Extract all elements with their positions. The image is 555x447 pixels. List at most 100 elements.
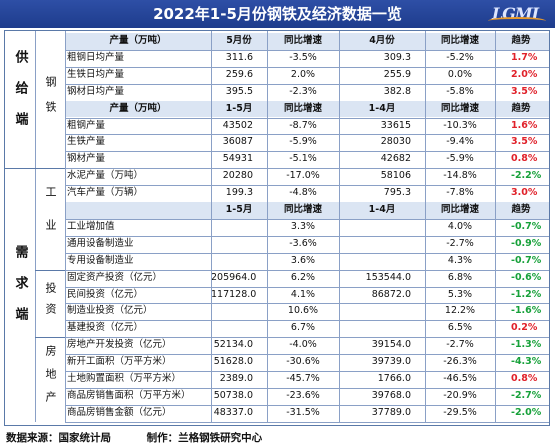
table-cell: -8.7% [289,119,317,131]
table-cell [339,320,425,336]
table-cell: -7.8% [446,187,474,199]
table-cell: 20280 [222,170,253,182]
table-cell [211,236,267,252]
row-divider [65,404,549,406]
table-cell: 795.3 [383,187,411,199]
row-divider [65,168,549,170]
footer: 数据来源：国家统计局 制作：兰格钢铁研究中心 [6,430,294,445]
table-cell: 36087 [222,136,253,148]
row-label: 水泥产量（万吨） [67,170,144,182]
table-cell [211,320,267,336]
table-cell: 5.3% [447,288,473,300]
table-cell: -9.4% [446,136,474,148]
row-divider [65,354,549,356]
column-header: 1-5月 [225,102,253,114]
table-cell: -5.1% [289,153,317,165]
table-cell: 6.8% [447,271,473,283]
section-demand-label: 需求端 [12,244,28,338]
table-cell: -26.3% [443,356,477,368]
table-cell: 39739.0 [371,356,411,368]
row-label: 基建投资（亿元） [67,322,144,334]
data-source: 数据来源：国家统计局 [6,432,111,444]
row-divider [65,235,549,237]
column-header: 1-4月 [368,204,396,215]
column-header: 4月份 [369,35,395,46]
column-divider [267,31,268,422]
header-row-bg [65,33,549,50]
row-divider [65,218,549,220]
column-header: 1-4月 [368,102,396,114]
table-cell: 2389.0 [219,373,253,384]
table-cell: -5.2% [446,51,474,63]
table-cell [211,219,267,235]
trend-value: -0.7% [511,254,542,266]
table-cell: -14.8% [443,170,477,182]
table-cell: 39768.0 [371,389,411,401]
table-cell: 259.6 [225,68,253,80]
table-cell: 54931 [222,153,253,165]
table-cell: 51628.0 [213,356,253,368]
table-cell: -30.6% [286,356,320,368]
table-cell: -20.9% [443,389,477,401]
trend-value: 0.2% [511,322,538,334]
table-cell: -10.3% [443,119,477,131]
column-header: 同比增速 [283,102,322,114]
table-cell: -5.9% [446,153,474,165]
table-cell: 4.0% [447,220,473,232]
table-cell: 4.1% [290,288,316,300]
trend-value: -2.0% [511,406,542,418]
column-divider [211,31,212,422]
row-label: 钢材日均产量 [67,85,125,97]
row-divider [65,269,549,271]
table-cell [211,303,267,319]
row-label: 专用设备制造业 [67,254,134,266]
table-cell: 199.3 [225,187,253,199]
table-cell: 0.0% [447,68,473,80]
row-label: 商品房销售面积（万平方米） [67,389,191,401]
table-cell: 4.3% [447,254,473,266]
row-divider [65,387,549,389]
row-label: 钢材产量 [67,153,106,165]
row-divider [65,320,549,322]
row-divider [65,252,549,254]
column-header: 1-5月 [225,204,253,215]
row-label: 生铁产量 [67,136,106,148]
trend-value: -1.6% [511,305,542,317]
table-cell: 2.0% [290,68,316,80]
column-divider [425,31,426,422]
column-header: 同比增速 [440,102,479,114]
row-divider [65,371,549,372]
table-cell: -45.7% [286,373,320,384]
title-banner: 2022年1-5月份钢铁及经济数据一览 LGMI [0,0,555,28]
subgroup-steel-label: 钢铁 [44,75,57,126]
table-cell: -5.9% [289,136,317,148]
column-header: 同比增速 [440,204,479,215]
row-label: 民间投资（亿元） [67,288,144,300]
subgroup-investment-label: 投资 [44,282,57,325]
trend-value: 0.8% [511,153,538,165]
table-cell: -3.5% [289,51,317,63]
row-divider [65,49,549,51]
column-header: 5月份 [226,35,252,46]
table-cell: 58106 [380,170,411,182]
table-cell: -2.7% [446,339,474,351]
row-label: 粗钢产量 [67,119,106,131]
column-divider [339,31,340,422]
column-divider [65,31,66,422]
trend-value: -2.2% [511,170,542,182]
row-label: 生铁日均产量 [67,68,125,80]
table-cell: 37789.0 [371,406,411,418]
column-header [67,202,209,218]
section-divider [35,31,36,422]
table-cell: 395.5 [225,85,253,97]
section-supply-label: 供给端 [12,49,28,143]
row-divider [65,66,549,68]
column-header: 趋势 [511,35,531,46]
trend-value: 3.5% [511,85,538,97]
row-divider [65,303,549,305]
table-cell: 205964.0 [211,271,257,283]
table-cell: 311.6 [225,51,253,63]
trend-value: -2.7% [511,389,542,401]
column-header: 同比增速 [283,204,322,215]
group-divider [35,269,65,271]
